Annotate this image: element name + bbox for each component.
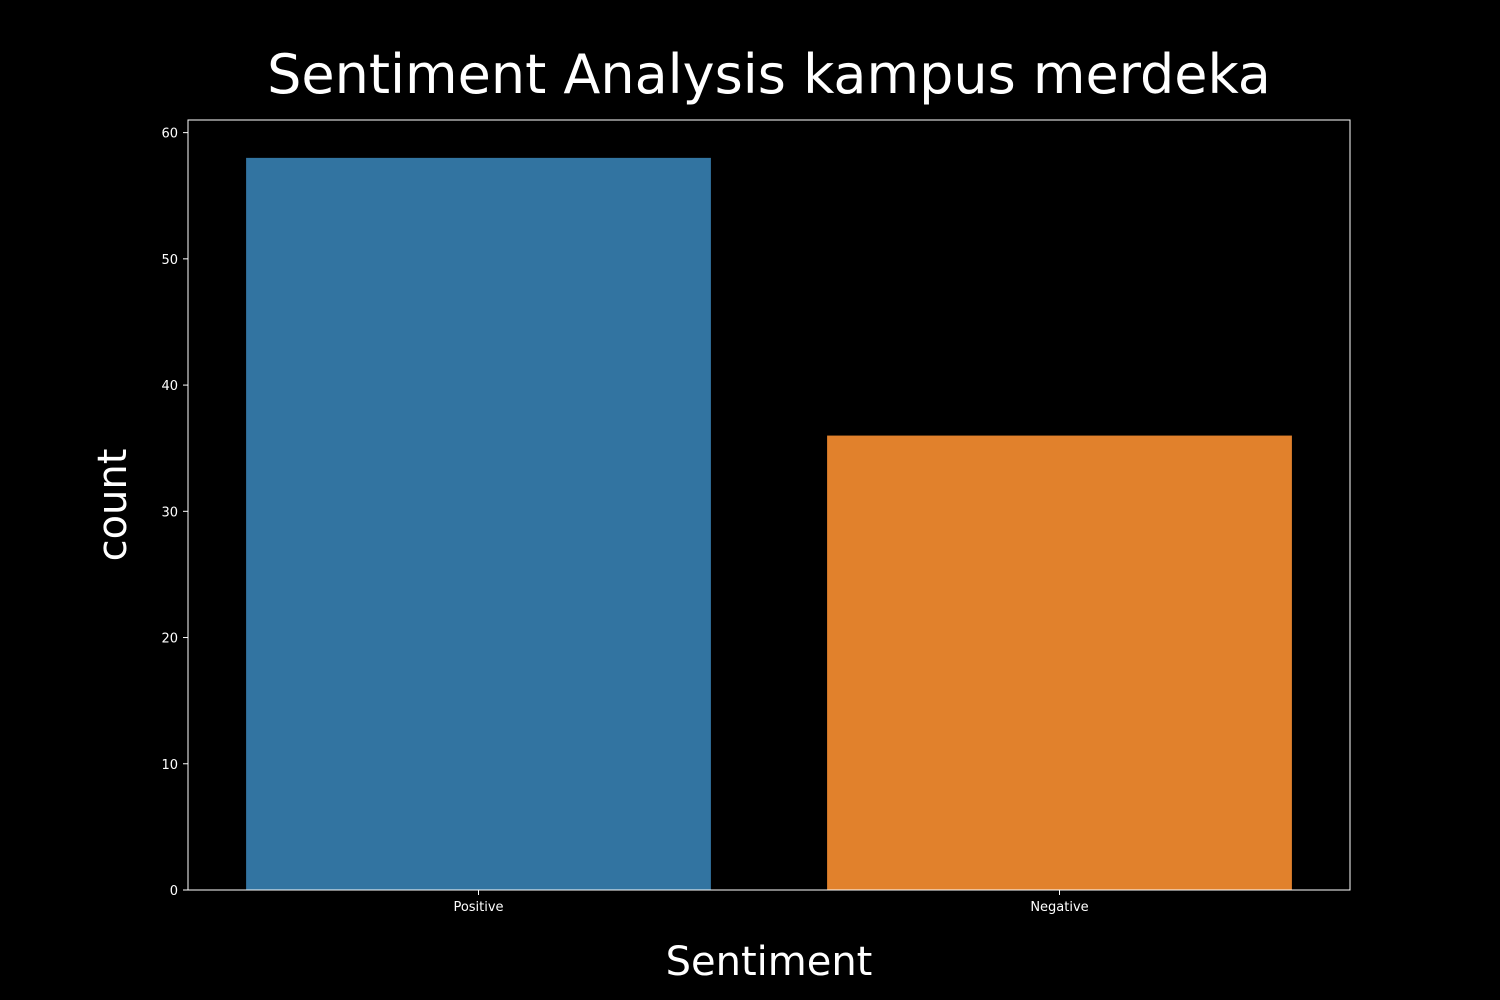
y-tick-label: 10 (161, 758, 178, 773)
y-axis-label: count (90, 449, 136, 562)
y-tick-label: 30 (161, 505, 178, 520)
y-tick-label: 50 (161, 253, 178, 268)
plot-frame (187, 119, 1351, 891)
bars-group (246, 157, 1292, 891)
x-tick-label: Positive (453, 900, 503, 915)
y-tick-label: 40 (161, 379, 178, 394)
y-tick-label: 60 (161, 127, 178, 142)
x-axis-ticks: Positive Negative (453, 890, 1089, 915)
y-tick-label: 0 (170, 884, 178, 899)
x-tick-label: Negative (1030, 900, 1088, 915)
bar-positive (246, 157, 711, 891)
x-axis-label: Sentiment (666, 939, 873, 985)
chart-title: Sentiment Analysis kampus merdeka (267, 43, 1271, 106)
y-axis-ticks: 0 10 20 30 40 50 60 (161, 127, 188, 899)
bar-negative (827, 435, 1292, 890)
y-tick-label: 20 (161, 632, 178, 647)
